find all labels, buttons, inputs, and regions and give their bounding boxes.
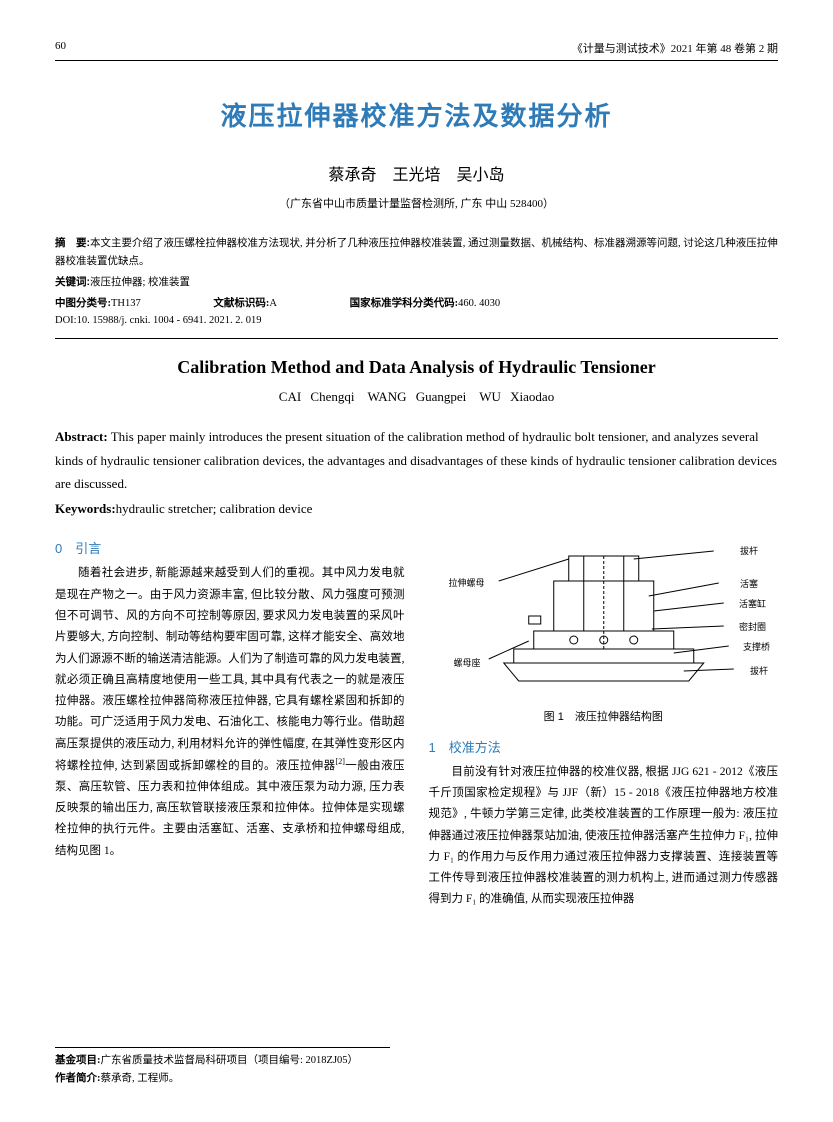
- page-number: 60: [55, 40, 66, 56]
- bio-label: 作者简介:: [55, 1073, 101, 1084]
- section-1-body: 目前没有针对液压拉伸器的校准仪器, 根据 JJG 621 - 2012《液压千斤…: [429, 762, 779, 911]
- keywords-cn-text: 液压拉伸器; 校准装置: [90, 277, 190, 288]
- doi-value: 10. 15988/j. cnki. 1004 - 6941. 2021. 2.…: [77, 315, 262, 326]
- tensioner-diagram-icon: [429, 541, 779, 701]
- fund-text: 广东省质量技术监督局科研项目（项目编号: 2018ZJ05）: [101, 1055, 359, 1066]
- fig-label-r4: 密封圈: [739, 619, 766, 636]
- section-0-title: 引言: [75, 541, 101, 556]
- s0-body-a: 随着社会进步, 新能源越来越受到人们的重视。其中风力发电就是现在产物之一。由于风…: [55, 567, 405, 771]
- abstract-cn-text: 本文主要介绍了液压螺栓拉伸器校准方法现状, 并分析了几种液压拉伸器校准装置, 通…: [55, 238, 778, 267]
- footer-rule: [55, 1047, 390, 1048]
- abstract-cn: 摘 要:本文主要介绍了液压螺栓拉伸器校准方法现状, 并分析了几种液压拉伸器校准装…: [55, 235, 778, 271]
- keywords-cn-label: 关键词:: [55, 276, 90, 288]
- fig-label-l1: 拉伸螺母: [449, 575, 485, 592]
- keywords-en: Keywords:hydraulic stretcher; calibratio…: [55, 501, 778, 517]
- doccode-value: A: [269, 298, 277, 309]
- section-1-num: 1: [429, 740, 436, 755]
- classification-row: 中图分类号:TH137 文献标识码:A 国家标准学科分类代码:460. 4030: [55, 295, 778, 313]
- figure-1-caption: 图 1 液压拉伸器结构图: [429, 707, 779, 727]
- fund-note: 基金项目:广东省质量技术监督局科研项目（项目编号: 2018ZJ05）: [55, 1052, 778, 1070]
- fig-label-r2: 活塞: [740, 576, 758, 593]
- keywords-cn: 关键词:液压拉伸器; 校准装置: [55, 274, 778, 292]
- article-title-cn: 液压拉伸器校准方法及数据分析: [55, 96, 778, 133]
- figure-1: 拉伸螺母 螺母座 拔杆 活塞 活塞缸 密封圈 支撑桥 拔杆: [429, 541, 779, 701]
- article-title-en: Calibration Method and Data Analysis of …: [55, 357, 778, 378]
- fig-label-l2: 螺母座: [454, 655, 481, 672]
- clc-label: 中图分类号:: [55, 298, 111, 309]
- std-label: 国家标准学科分类代码:: [350, 298, 459, 309]
- section-0-body: 随着社会进步, 新能源越来越受到人们的重视。其中风力发电就是现在产物之一。由于风…: [55, 563, 405, 862]
- doccode-label: 文献标识码:: [213, 298, 269, 309]
- fund-label: 基金项目:: [55, 1055, 101, 1066]
- section-divider: [55, 338, 778, 339]
- section-1-title: 校准方法: [449, 740, 501, 755]
- abstract-cn-label: 摘 要:: [55, 237, 90, 249]
- section-0-num: 0: [55, 541, 62, 556]
- fig-label-r1: 拔杆: [740, 543, 758, 560]
- abstract-en: Abstract: This paper mainly introduces t…: [55, 425, 778, 495]
- section-1-heading: 1 校准方法: [429, 736, 779, 760]
- citation-2: [2]: [336, 757, 345, 766]
- body-columns: 0 引言 随着社会进步, 新能源越来越受到人们的重视。其中风力发电就是现在产物之…: [55, 537, 778, 910]
- fig-label-r3: 活塞缸: [739, 596, 766, 613]
- authors-en: CAI Chengqi WANG Guangpei WU Xiaodao: [55, 386, 778, 405]
- doi-label: DOI:: [55, 315, 77, 326]
- fig-label-r6: 拔杆: [750, 663, 768, 680]
- s0-body-b: 一般由液压泵、高压软管、压力表和拉伸体组成。其中液压泵为动力源, 压力表反映泵的…: [55, 760, 405, 857]
- clc-value: TH137: [111, 298, 141, 309]
- bio-note: 作者简介:蔡承奇, 工程师。: [55, 1070, 778, 1088]
- left-column: 0 引言 随着社会进步, 新能源越来越受到人们的重视。其中风力发电就是现在产物之…: [55, 537, 405, 910]
- keywords-en-text: hydraulic stretcher; calibration device: [116, 501, 313, 516]
- affiliation-cn: （广东省中山市质量计量监督检测所, 广东 中山 528400）: [55, 195, 778, 211]
- section-0-heading: 0 引言: [55, 537, 405, 561]
- doi-row: DOI:10. 15988/j. cnki. 1004 - 6941. 2021…: [55, 312, 778, 330]
- abstract-en-label: Abstract:: [55, 429, 108, 444]
- std-value: 460. 4030: [458, 298, 500, 309]
- journal-info: 《计量与测试技术》2021 年第 48 卷第 2 期: [572, 40, 778, 56]
- right-column: 拉伸螺母 螺母座 拔杆 活塞 活塞缸 密封圈 支撑桥 拔杆 图 1 液压拉伸器结…: [429, 537, 779, 910]
- authors-cn: 蔡承奇 王光培 吴小岛: [55, 161, 778, 185]
- running-header: 60 《计量与测试技术》2021 年第 48 卷第 2 期: [55, 40, 778, 61]
- fig-label-r5: 支撑桥: [743, 639, 770, 656]
- footer-notes: 基金项目:广东省质量技术监督局科研项目（项目编号: 2018ZJ05） 作者简介…: [55, 1047, 778, 1088]
- keywords-en-label: Keywords:: [55, 501, 116, 516]
- bio-text: 蔡承奇, 工程师。: [101, 1073, 180, 1084]
- abstract-en-text: This paper mainly introduces the present…: [55, 429, 777, 491]
